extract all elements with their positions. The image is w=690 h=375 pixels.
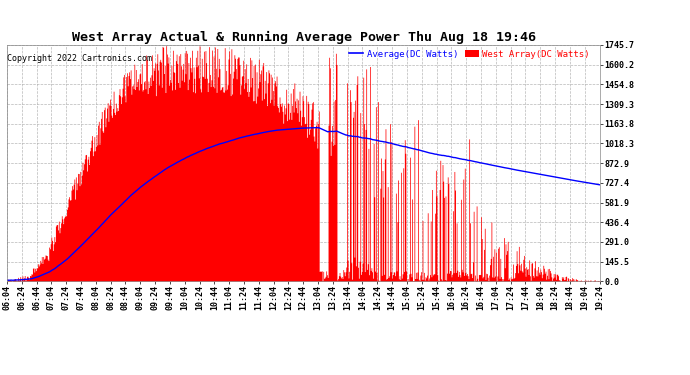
Legend: Average(DC Watts), West Array(DC Watts): Average(DC Watts), West Array(DC Watts) bbox=[349, 50, 590, 58]
Text: Copyright 2022 Cartronics.com: Copyright 2022 Cartronics.com bbox=[8, 54, 152, 63]
Title: West Array Actual & Running Average Power Thu Aug 18 19:46: West Array Actual & Running Average Powe… bbox=[72, 31, 535, 44]
